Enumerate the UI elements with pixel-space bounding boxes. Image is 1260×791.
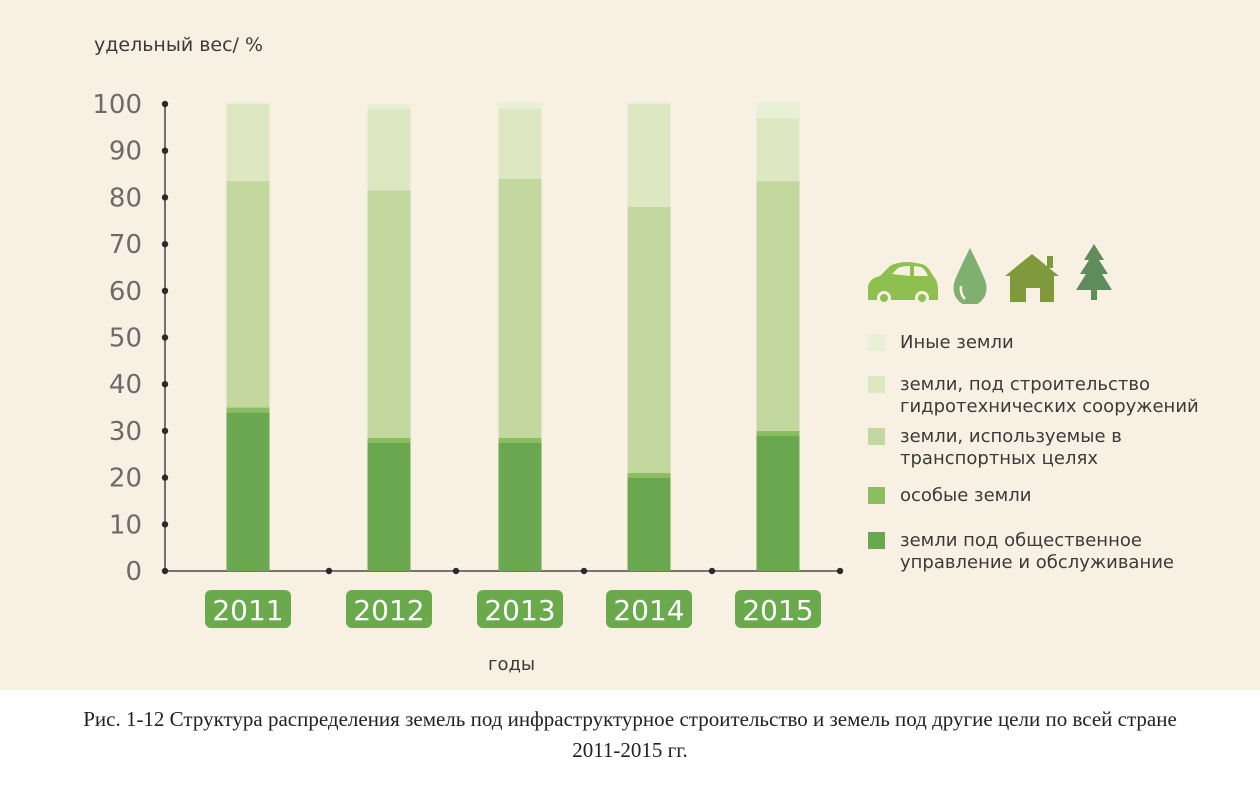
legend-swatch — [868, 428, 885, 445]
x-tick-label: 2013 — [484, 594, 555, 627]
tree-icon — [1076, 244, 1112, 300]
legend-label: земли под общественное управление и обсл… — [900, 530, 1175, 573]
water-drop-icon — [953, 248, 987, 306]
y-tick-label: 100 — [92, 90, 142, 120]
year-badge — [346, 590, 432, 628]
x-tick-label: 2014 — [613, 594, 684, 627]
y-tick-dot — [161, 287, 169, 294]
bar-segment — [498, 437, 542, 443]
y-tick-label: 10 — [109, 510, 142, 540]
y-tick-dot — [161, 194, 169, 201]
x-tick-dot — [836, 567, 844, 575]
bar-segment — [367, 108, 411, 191]
bar-segment — [756, 181, 800, 431]
x-tick-dot — [580, 567, 588, 575]
y-tick-label: 40 — [109, 370, 142, 400]
bar-segment — [498, 108, 542, 179]
y-tick-dot — [161, 100, 169, 108]
bar-segment — [367, 190, 411, 438]
x-tick-dot — [325, 567, 333, 575]
x-tick-label: 2011 — [212, 594, 283, 627]
bar-segment — [367, 104, 411, 109]
legend-item: особые земли — [868, 485, 1230, 507]
bar-segment — [627, 206, 671, 473]
y-tick-label: 70 — [109, 230, 142, 260]
y-tick-dot — [161, 147, 169, 154]
x-tick-dot — [708, 567, 716, 575]
y-tick-label: 20 — [109, 464, 142, 494]
legend-label: особые земли — [900, 485, 1032, 506]
caption-line-1: Рис. 1-12 Структура распределения земель… — [83, 707, 1177, 731]
legend-label: земли, под строительство гидротехнически… — [900, 374, 1199, 417]
legend-label: земли, используемые в транспортных целях — [900, 426, 1122, 469]
legend-swatch — [868, 487, 885, 504]
legend-label: Иные земли — [900, 332, 1014, 353]
y-tick-dot — [161, 381, 169, 388]
legend-icons — [866, 244, 1116, 306]
house-icon — [1005, 254, 1059, 302]
bar-segment — [627, 104, 671, 207]
y-tick-dot — [161, 474, 169, 481]
legend-item: земли под общественное управление и обсл… — [868, 530, 1230, 574]
year-badge — [477, 590, 563, 628]
y-tick-label: 90 — [109, 137, 142, 167]
year-badge — [606, 590, 692, 628]
bar-segment — [756, 101, 800, 119]
chart-svg: 0 10 20 30 40 50 60 70 80 90 100 2011 2012 2013 2014 20… — [92, 90, 844, 628]
bar-segment — [498, 442, 542, 571]
bar-segment — [756, 435, 800, 571]
figure-caption: Рис. 1-12 Структура распределения земель… — [0, 704, 1260, 766]
bar-segment — [756, 118, 800, 182]
bar-segment — [756, 430, 800, 436]
bar-segment — [226, 412, 270, 571]
y-tick-label: 50 — [109, 324, 142, 354]
y-tick-label: 0 — [125, 557, 142, 587]
x-tick-label: 2015 — [742, 594, 813, 627]
legend-swatch — [868, 532, 885, 549]
legend-item: земли, под строительство гидротехнически… — [868, 374, 1230, 418]
y-tick-label: 80 — [109, 183, 142, 213]
bar-segment — [627, 477, 671, 571]
x-axis-label: годы — [488, 654, 536, 675]
legend-swatch — [868, 334, 885, 351]
y-axis-label: удельный вес/ % — [94, 34, 264, 56]
bar-segment — [498, 178, 542, 438]
bar-segment — [226, 181, 270, 408]
x-tick-label: 2012 — [353, 594, 424, 627]
bar-segment — [367, 442, 411, 571]
bar-segment — [367, 437, 411, 443]
bar-segment — [226, 104, 270, 182]
y-tick-label: 30 — [109, 417, 142, 447]
y-tick-label: 60 — [109, 277, 142, 307]
legend-item: Иные земли — [868, 332, 1230, 354]
year-badge — [735, 590, 821, 628]
legend-swatch — [868, 376, 885, 393]
legend-item: земли, используемые в транспортных целях — [868, 426, 1230, 470]
bar-segment — [627, 101, 671, 104]
y-tick-dot — [161, 521, 169, 528]
bar-segment — [627, 472, 671, 478]
car-icon — [868, 262, 938, 305]
bar-segment — [498, 101, 542, 109]
y-tick-dot — [161, 334, 169, 341]
caption-line-2: 2011-2015 гг. — [572, 738, 688, 762]
y-tick-dot — [161, 240, 169, 248]
bar-segment — [226, 101, 270, 104]
y-tick-dot — [161, 567, 169, 575]
x-tick-dot — [452, 567, 460, 575]
year-badge — [205, 590, 291, 628]
y-tick-dot — [161, 427, 169, 435]
bar-segment — [226, 407, 270, 413]
